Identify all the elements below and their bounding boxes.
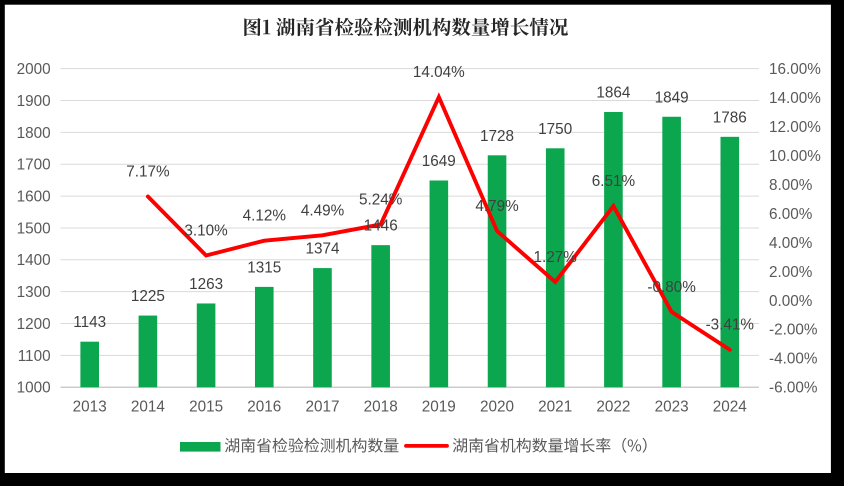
svg-text:10.00%: 10.00% — [769, 148, 821, 165]
svg-text:1500: 1500 — [17, 220, 51, 237]
svg-text:2018: 2018 — [364, 399, 398, 416]
svg-text:1000: 1000 — [17, 380, 51, 397]
svg-text:4.12%: 4.12% — [243, 208, 287, 225]
svg-text:1.27%: 1.27% — [534, 249, 578, 266]
svg-text:1864: 1864 — [596, 85, 631, 102]
svg-text:16.00%: 16.00% — [769, 61, 821, 78]
svg-text:-2.00%: -2.00% — [769, 322, 818, 339]
svg-text:6.00%: 6.00% — [769, 206, 813, 223]
svg-text:1143: 1143 — [73, 314, 106, 331]
svg-text:1849: 1849 — [655, 89, 689, 106]
svg-text:-3.41%: -3.41% — [706, 317, 755, 334]
svg-text:2023: 2023 — [655, 399, 689, 416]
svg-text:1315: 1315 — [247, 259, 281, 276]
svg-text:2020: 2020 — [480, 399, 514, 416]
svg-text:12.00%: 12.00% — [769, 119, 821, 136]
svg-text:-0.80%: -0.80% — [647, 279, 696, 296]
svg-text:2014: 2014 — [131, 399, 166, 416]
svg-text:2019: 2019 — [422, 399, 456, 416]
svg-text:1263: 1263 — [189, 276, 223, 293]
svg-text:1300: 1300 — [17, 284, 51, 301]
svg-text:2016: 2016 — [247, 399, 281, 416]
svg-text:6.51%: 6.51% — [592, 173, 636, 190]
svg-text:1600: 1600 — [17, 188, 51, 205]
svg-text:-4.00%: -4.00% — [769, 351, 818, 368]
svg-text:2021: 2021 — [538, 399, 572, 416]
svg-text:8.00%: 8.00% — [769, 177, 813, 194]
svg-text:0.00%: 0.00% — [769, 293, 813, 310]
svg-text:2015: 2015 — [189, 399, 223, 416]
svg-text:4.49%: 4.49% — [301, 202, 345, 219]
svg-text:1100: 1100 — [18, 348, 51, 365]
svg-text:1200: 1200 — [17, 316, 51, 333]
svg-text:2.00%: 2.00% — [769, 264, 813, 281]
svg-text:14.04%: 14.04% — [413, 64, 465, 81]
svg-text:1786: 1786 — [713, 109, 747, 126]
svg-text:2017: 2017 — [305, 399, 339, 416]
svg-text:-6.00%: -6.00% — [769, 380, 818, 397]
svg-text:2022: 2022 — [596, 399, 630, 416]
svg-text:2024: 2024 — [713, 399, 748, 416]
svg-text:4.79%: 4.79% — [475, 198, 519, 215]
svg-text:14.00%: 14.00% — [769, 90, 821, 107]
svg-text:1446: 1446 — [364, 218, 398, 235]
svg-text:7.17%: 7.17% — [126, 164, 170, 181]
svg-text:2013: 2013 — [73, 399, 107, 416]
svg-text:1649: 1649 — [422, 153, 456, 170]
svg-text:1900: 1900 — [17, 93, 51, 110]
svg-text:4.00%: 4.00% — [769, 235, 813, 252]
svg-text:1728: 1728 — [480, 128, 514, 145]
svg-text:1700: 1700 — [17, 157, 51, 174]
svg-text:1800: 1800 — [17, 125, 51, 142]
svg-text:1750: 1750 — [538, 121, 572, 138]
svg-text:1225: 1225 — [131, 288, 165, 305]
svg-text:3.10%: 3.10% — [184, 223, 228, 240]
svg-text:2000: 2000 — [17, 61, 51, 78]
svg-text:1374: 1374 — [305, 241, 340, 258]
svg-text:5.24%: 5.24% — [359, 192, 403, 209]
svg-text:1400: 1400 — [17, 252, 51, 269]
